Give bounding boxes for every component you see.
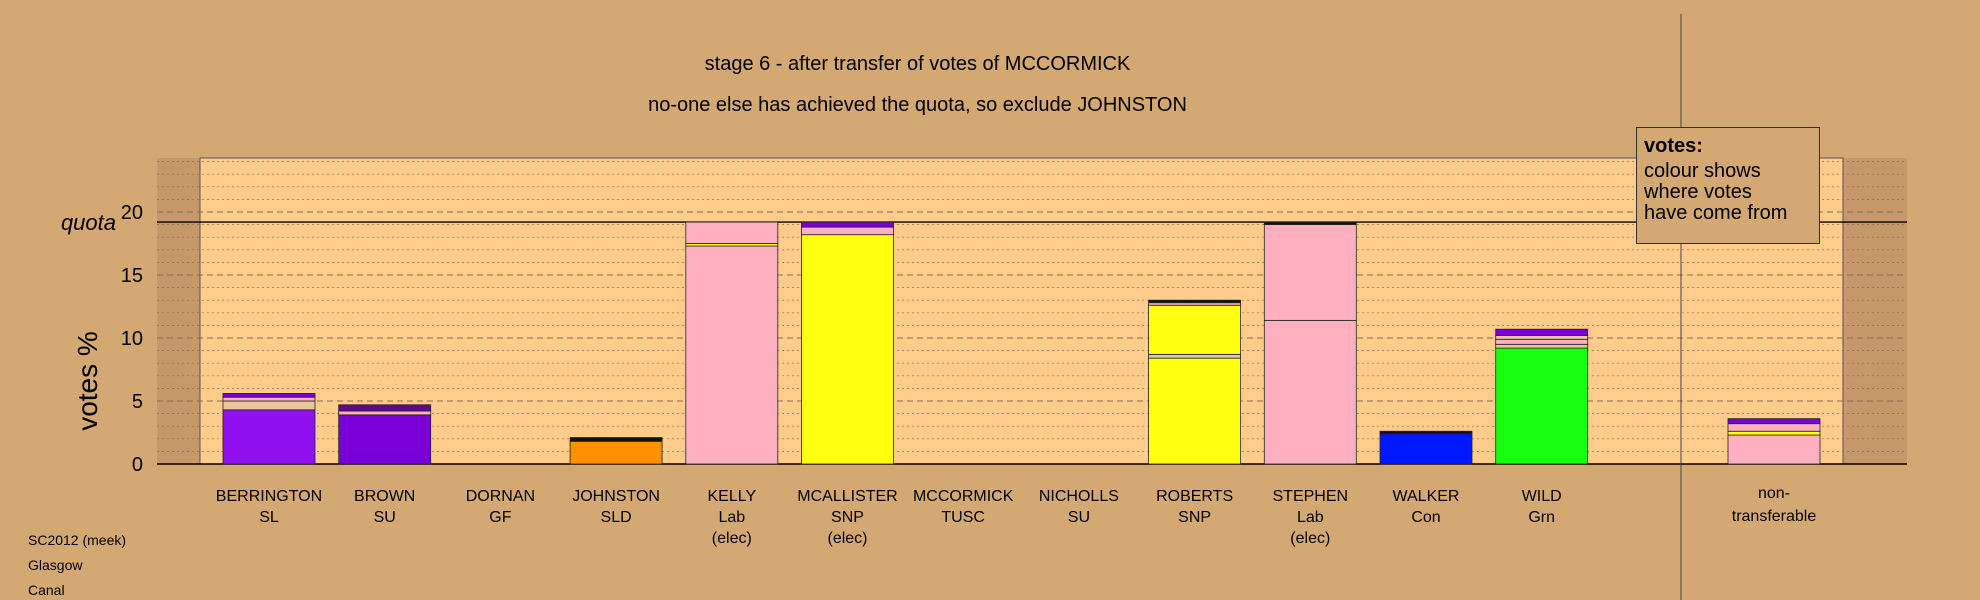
candidate-name-label: BROWN — [354, 488, 415, 505]
bar-segment — [222, 409, 316, 465]
candidate-name-label: STEPHEN — [1273, 488, 1349, 505]
bar-segment — [338, 404, 432, 412]
bar-segment — [1495, 335, 1589, 340]
bar-segment — [1495, 338, 1589, 345]
candidate-name-label: BERRINGTON — [216, 488, 322, 505]
bar-segment — [1148, 304, 1241, 355]
y-tick-label: 20 — [121, 202, 143, 224]
candidate-elected-label: (elec) — [1290, 530, 1330, 547]
bar-segment — [1495, 343, 1589, 349]
bar-segment — [1727, 423, 1821, 432]
candidate-elected-label: (elec) — [827, 530, 867, 547]
candidate-party-label: SLD — [601, 509, 632, 526]
candidate-elected-label: (elec) — [712, 530, 752, 547]
right-margin-shade — [1843, 158, 1907, 464]
bar-segment — [1495, 328, 1589, 336]
bar-segment — [1379, 430, 1473, 435]
bar-segment — [1148, 353, 1241, 359]
bar-segment — [685, 245, 779, 465]
bar-segment — [569, 437, 663, 442]
bar-segment — [1263, 319, 1357, 465]
quota-label: quota — [61, 210, 116, 235]
bar-segment — [801, 226, 894, 236]
chart-subtitle: no-one else has achieved the quota, so e… — [648, 94, 1187, 116]
candidate-name-label: KELLY — [707, 488, 756, 505]
y-tick-label: 10 — [121, 328, 143, 350]
candidate-party-label: Grn — [1528, 509, 1555, 526]
bar-segment — [801, 234, 894, 465]
footer-council: Glasgow — [28, 557, 83, 573]
y-tick-label: 5 — [132, 391, 143, 413]
y-axis-label: votes % — [72, 331, 103, 431]
candidate-name-label: MCALLISTER — [797, 488, 897, 505]
bar-segment — [1263, 221, 1357, 226]
bar-segment — [338, 410, 432, 416]
candidate-party-label: SU — [374, 509, 396, 526]
candidate-name-label: JOHNSTON — [572, 488, 660, 505]
footer-election: SC2012 (meek) — [28, 532, 127, 548]
candidate-party-label: TUSC — [941, 509, 985, 526]
bar-segment — [1727, 434, 1821, 465]
candidate-party-label: Lab — [718, 509, 745, 526]
bar-segment — [801, 221, 894, 228]
legend-line-3: have come from — [1644, 202, 1788, 224]
bar-segment — [222, 396, 316, 402]
candidate-party-label: SNP — [831, 509, 864, 526]
chart-title: stage 6 - after transfer of votes of MCC… — [704, 53, 1131, 75]
bar-segment — [222, 400, 316, 411]
candidate-party-label: Con — [1411, 509, 1440, 526]
candidate-name-label: WALKER — [1393, 488, 1460, 505]
y-tick-label: 0 — [132, 454, 143, 476]
bar-segment — [1727, 418, 1821, 425]
candidate-party-label: SNP — [1178, 509, 1211, 526]
bar-segment — [1727, 430, 1821, 436]
candidate-name-label: ROBERTS — [1156, 488, 1233, 505]
bar-segment — [569, 440, 663, 465]
candidate-name-label: DORNAN — [466, 488, 535, 505]
legend-box: votes: colour shows where votes have com… — [1636, 127, 1820, 244]
nontransferable-label: non- — [1758, 485, 1790, 502]
legend-line-1: colour shows — [1644, 160, 1761, 182]
left-margin-shade — [157, 158, 200, 464]
bar-segment — [222, 393, 316, 398]
candidate-party-label: SU — [1068, 509, 1090, 526]
footer-ward: Canal — [28, 582, 65, 598]
nontransferable-label: transferable — [1732, 508, 1817, 525]
candidate-party-label: SL — [259, 509, 279, 526]
bar-segment — [1495, 347, 1589, 465]
legend-line-2: where votes — [1644, 181, 1752, 203]
bar-segment — [1148, 299, 1241, 304]
candidate-party-label: GF — [489, 509, 511, 526]
candidate-name-label: WILD — [1522, 488, 1562, 505]
bar-segment — [1263, 224, 1357, 321]
y-tick-label: 15 — [121, 265, 143, 287]
bar-segment — [1379, 433, 1473, 465]
candidate-name-label: NICHOLLS — [1039, 488, 1119, 505]
candidate-party-label: Lab — [1297, 509, 1324, 526]
candidate-name-label: MCCORMICK — [913, 488, 1014, 505]
bar-segment — [685, 221, 779, 244]
bar-segment — [1148, 357, 1241, 465]
plot-panel — [199, 157, 1844, 465]
legend-heading: votes: — [1644, 135, 1703, 157]
bar-segment — [338, 414, 432, 465]
